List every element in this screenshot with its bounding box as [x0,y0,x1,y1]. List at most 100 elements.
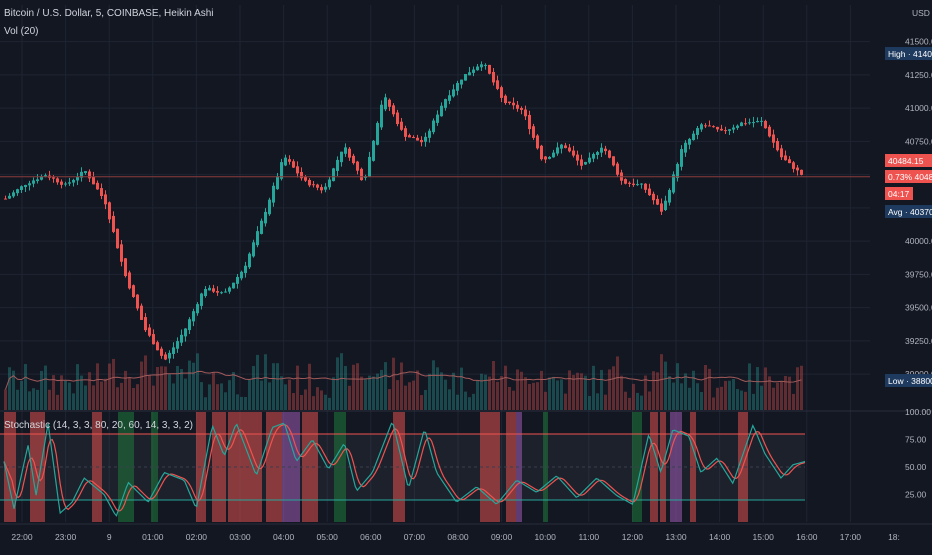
change-badge: 0.73% 40484.06 [885,170,932,183]
candle-body [488,64,491,74]
volume-bar [460,367,463,410]
volume-bar [796,367,799,410]
candle-body [340,151,343,163]
volume-bar [112,358,115,410]
volume-bar [208,384,211,410]
candle-body [548,156,551,159]
candle-body [368,156,371,177]
candle-body [260,220,263,234]
volume-bar [676,363,679,410]
volume-bar [496,381,499,410]
candle-body [740,122,743,127]
candle-body [164,354,167,360]
candle-body [120,244,123,262]
candle-body [112,215,115,232]
candle-body [184,328,187,337]
candle-body [208,287,211,291]
candle-body [84,171,87,174]
candle-body [720,128,723,131]
volume-bar [24,364,27,410]
volume-bar [144,355,147,410]
avg-badge-bg [885,205,932,218]
candle-body [372,140,375,161]
candle-body [144,317,147,331]
candle-body [308,179,311,186]
volume-bar [68,382,71,410]
candle-body [292,161,295,168]
candle-body [248,253,251,268]
volume-bar [204,397,207,410]
volume-bar [4,389,7,410]
candle-body [328,179,331,188]
volume-bar [780,381,783,410]
volume-bar [44,365,47,410]
candle-body [528,114,531,130]
price-tick-label: 40000.00 [905,236,932,246]
candle-body [780,148,783,158]
candle-body [44,175,47,177]
volume-bar [388,389,391,410]
candle-body [760,120,763,122]
volume-bar [264,354,267,410]
candle-body [648,188,651,196]
volume-bar [268,382,271,410]
candle-body [724,130,727,132]
candle-body [748,122,751,124]
high-badge-text: High · 41406.94 [888,49,932,59]
volume-bar [764,367,767,410]
candle-body [536,135,539,149]
stoch-highlight-band [543,412,548,522]
candle-body [24,184,27,187]
volume-bar [608,369,611,410]
volume-bar [104,378,107,410]
candle-body [568,147,571,152]
currency-label: USD [912,8,930,18]
volume-bar [224,392,227,410]
price-tick-label: 39750.00 [905,269,932,279]
volume-bar [108,363,111,410]
volume-bar [196,353,199,410]
volume-bar [296,365,299,410]
volume-bar [560,379,563,410]
candle-body [764,120,767,129]
volume-bar [180,368,183,410]
volume-bar [356,363,359,410]
candle-body [28,183,31,186]
candle-body [728,129,731,131]
candle-body [512,102,515,106]
candle-body [172,347,175,354]
candle-body [332,168,335,182]
volume-bar [744,391,747,410]
candle-body [204,288,207,297]
candle-body [436,114,439,123]
volume-bar [380,369,383,410]
candle-body [380,104,383,128]
candle-body [712,126,715,128]
candle-body [356,161,359,171]
candle-body [672,174,675,193]
candle-body [296,166,299,174]
candle-body [256,231,259,246]
candle-body [232,282,235,289]
volume-bar [732,378,735,410]
candle-body [700,124,703,130]
candle-body [264,211,267,224]
candle-body [104,194,107,205]
volume-bar [648,391,651,410]
candle-body [472,69,475,73]
volume-bar [500,376,503,410]
time-tick-label: 07:00 [404,532,426,542]
candle-body [36,179,39,182]
volume-bar [488,376,491,410]
volume-bar [28,391,31,410]
time-tick-label: 10:00 [535,532,557,542]
volume-bar [216,384,219,410]
candle-body [480,64,483,68]
volume-bar [592,365,595,410]
price-tick-label: 41250.00 [905,70,932,80]
volume-bar [720,386,723,410]
candle-body [244,265,247,274]
volume-bar [272,363,275,410]
